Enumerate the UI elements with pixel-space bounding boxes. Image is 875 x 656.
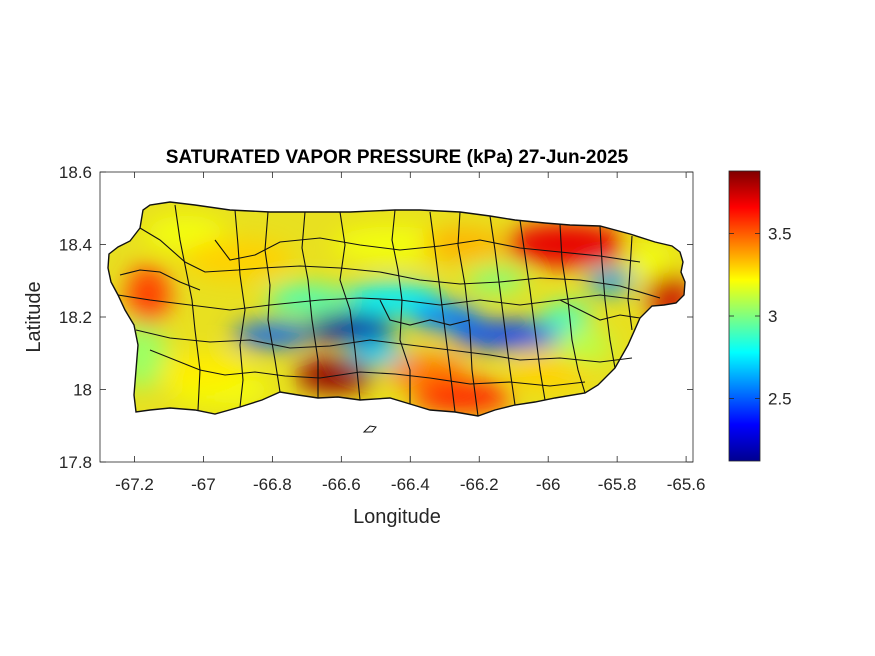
municipality-border — [339, 211, 361, 401]
heat-region — [412, 380, 513, 413]
municipality-border — [391, 209, 411, 404]
municipality-border — [627, 235, 633, 331]
heat-blob — [345, 341, 406, 366]
municipality-border — [119, 269, 201, 291]
heat-blob — [146, 215, 227, 252]
colorbar-tick-label: 3 — [768, 307, 777, 326]
x-axis-ticks: -67.2 -67 -66.8 -66.6 -66.4 -66.2 -66 -65.8 -65.… — [115, 172, 705, 494]
colorbar-tick-label: 2.5 — [768, 389, 792, 408]
x-axis-label: Longitude — [353, 506, 441, 528]
municipality-border — [599, 225, 616, 369]
x-tick-label: -65.6 — [667, 475, 706, 494]
caja-de-muertos-island — [362, 425, 377, 433]
municipality-border — [457, 211, 479, 417]
municipality-border — [489, 215, 516, 406]
x-tick-label: -66.6 — [322, 475, 361, 494]
municipality-border — [117, 294, 641, 311]
colorbar-ticks: 2.5 3 3.5 — [729, 225, 792, 408]
heat-blob — [409, 303, 480, 331]
chart-title: SATURATED VAPOR PRESSURE (kPa) 27-Jun-20… — [166, 147, 629, 168]
municipality-borders — [117, 204, 661, 417]
municipality-border — [379, 299, 471, 326]
y-tick-label: 18.6 — [59, 163, 92, 182]
colorbar-tick-label: 3.5 — [768, 225, 792, 244]
x-tick-label: -66.8 — [253, 475, 292, 494]
municipality-border — [519, 219, 546, 401]
municipality-border — [234, 209, 246, 408]
x-tick-label: -67 — [191, 475, 216, 494]
heat-region — [232, 323, 313, 348]
heat-blob — [266, 284, 347, 313]
municipality-border — [559, 299, 641, 321]
x-tick-label: -66.4 — [391, 475, 430, 494]
y-tick-label: 18.4 — [59, 236, 92, 255]
x-tick-label: -66.2 — [460, 475, 499, 494]
heat-blob — [422, 228, 503, 261]
y-tick-label: 18.2 — [59, 308, 92, 327]
heat-region — [126, 265, 171, 326]
municipality-border — [559, 223, 586, 394]
heat-field — [108, 202, 685, 416]
heat-blob — [552, 330, 613, 362]
y-axis-ticks: 17.8 18 18.2 18.4 18.6 — [59, 163, 693, 472]
municipality-border — [149, 349, 586, 387]
municipality-border — [301, 211, 319, 398]
colorbar — [728, 170, 761, 462]
y-tick-label: 18 — [73, 381, 92, 400]
heat-blob — [540, 303, 591, 331]
municipality-border — [264, 211, 281, 393]
municipality-border — [135, 329, 633, 363]
heat-blob — [466, 268, 527, 293]
x-tick-label: -65.8 — [598, 475, 637, 494]
x-tick-label: -66 — [536, 475, 561, 494]
heat-region — [296, 357, 373, 393]
y-axis-label: Latitude — [23, 281, 45, 352]
municipality-border — [139, 227, 661, 299]
heat-blob — [631, 242, 672, 283]
x-tick-label: -67.2 — [115, 475, 154, 494]
municipality-border — [429, 211, 456, 413]
y-tick-label: 17.8 — [59, 453, 92, 472]
heat-blob — [508, 353, 589, 390]
heat-region — [586, 268, 635, 293]
island-outline — [107, 201, 686, 417]
heat-blob — [343, 282, 444, 315]
municipality-border — [214, 237, 641, 263]
